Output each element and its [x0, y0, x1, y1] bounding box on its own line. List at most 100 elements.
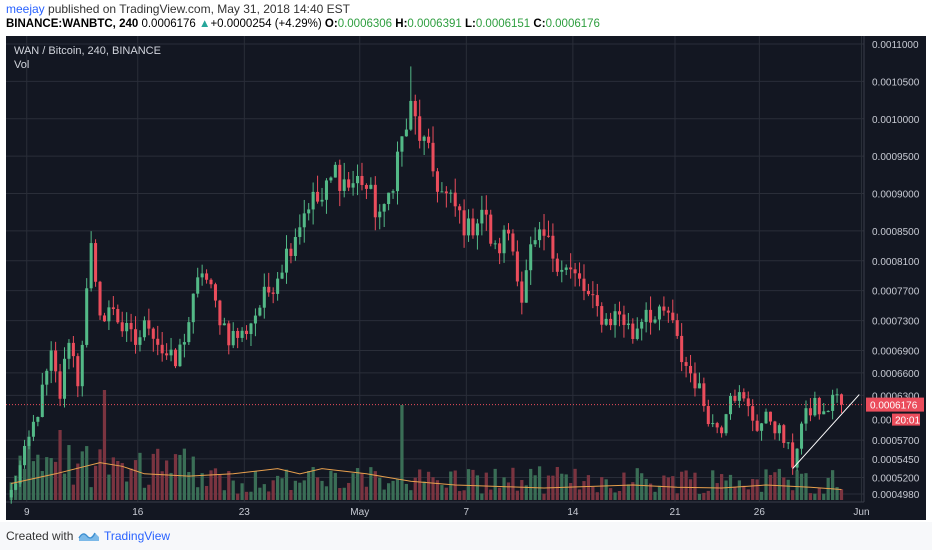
candle-body: [267, 286, 271, 293]
volume-bar: [613, 492, 617, 500]
open-label: O:: [324, 18, 338, 30]
volume-bar: [311, 467, 315, 500]
candle-body: [498, 243, 502, 254]
candle-body: [298, 227, 302, 237]
candle-body: [120, 322, 124, 332]
candle-body: [413, 100, 417, 117]
volume-bar: [22, 468, 27, 500]
candle-body: [422, 136, 426, 141]
candle-body: [31, 421, 35, 437]
candle-body: [116, 309, 120, 323]
candle-body: [262, 286, 266, 308]
candle-body: [600, 306, 604, 325]
low-label: L:: [464, 18, 476, 30]
candle-body: [684, 362, 688, 366]
volume-bar: [209, 470, 213, 500]
candle-body: [111, 307, 115, 310]
candle-body: [480, 209, 484, 224]
volume-bar: [151, 453, 155, 500]
candle-body: [324, 180, 328, 200]
y-tick-label: 0.0009000: [872, 190, 920, 201]
volume-bar: [715, 483, 719, 500]
volume-bar: [493, 468, 497, 500]
publisher-link[interactable]: meejay: [6, 2, 45, 16]
candle-body: [680, 335, 684, 363]
y-tick-label: 0.0008500: [872, 227, 920, 238]
candle-body: [245, 330, 249, 335]
candle-body: [489, 214, 493, 244]
volume-bar: [702, 492, 706, 500]
candle-body: [102, 315, 106, 322]
price-chart[interactable]: 0.0011000 0.0010500 0.0010000 0.0009500 0.00…: [6, 36, 926, 520]
candle-body: [542, 229, 546, 236]
candle-body: [173, 349, 178, 367]
volume-bar: [586, 475, 591, 500]
volume-bar: [355, 468, 360, 500]
y-tick-label: 0.0007300: [872, 317, 920, 328]
candle-body: [356, 175, 360, 184]
x-tick-label: 23: [239, 507, 251, 518]
volume-bar: [329, 470, 333, 500]
candle-body: [720, 427, 724, 434]
volume-bar: [395, 479, 400, 500]
volume-bar: [653, 491, 657, 500]
tradingview-brand-link[interactable]: TradingView: [104, 529, 171, 543]
volume-bar: [231, 480, 235, 500]
volume-bar: [648, 483, 653, 500]
volume-bar: [404, 483, 408, 500]
x-tick-label: 9: [24, 507, 30, 518]
close-value: 0.0006176: [545, 18, 600, 30]
low-value: 0.0006151: [475, 18, 531, 30]
volume-bar: [746, 489, 750, 500]
candle-body: [706, 406, 710, 425]
volume-bar: [169, 472, 173, 500]
candle-body: [249, 323, 253, 335]
chart-legend: WAN / Bitcoin, 240, BINANCE Vol: [14, 44, 161, 72]
candle-body: [755, 420, 759, 431]
candle-body: [85, 288, 89, 345]
candle-body: [573, 269, 577, 274]
candle-body: [711, 423, 715, 425]
candle-body: [435, 171, 439, 192]
volume-bar: [791, 490, 795, 500]
candle-body: [329, 177, 333, 181]
chart-area[interactable]: 0.0011000 0.0010500 0.0010000 0.0009500 0.00…: [6, 36, 926, 520]
volume-bar: [413, 477, 417, 500]
candle-body: [351, 183, 355, 188]
candle-body: [196, 277, 200, 294]
volume-bar: [569, 482, 573, 500]
candle-body: [205, 273, 209, 280]
candle-body: [98, 281, 102, 316]
volume-bar: [604, 479, 608, 500]
candle-body: [520, 281, 524, 303]
candle-body: [453, 192, 457, 207]
candle-body: [458, 206, 462, 211]
volume-bar: [502, 477, 506, 500]
candle-body: [134, 329, 138, 345]
volume-bar: [182, 448, 186, 500]
volume-bar: [293, 480, 297, 500]
candle-body: [511, 233, 515, 252]
y-tick-label-partial: 0.00: [872, 416, 892, 427]
footer: Created with TradingView: [0, 522, 932, 550]
candle-body: [764, 411, 768, 424]
published-text: published on TradingView.com, May 31, 20…: [44, 2, 350, 16]
volume-bar: [213, 468, 218, 500]
volume-bar: [67, 445, 71, 500]
y-tick-label: 0.0010500: [872, 77, 920, 88]
volume-bar: [49, 458, 53, 500]
volume-bar: [529, 468, 533, 500]
candle-body: [240, 330, 244, 338]
candle-body: [316, 191, 320, 202]
candle-body: [378, 211, 382, 218]
volume-bar: [320, 480, 324, 500]
volume-bar: [515, 490, 519, 500]
publish-header: meejay published on TradingView.com, May…: [0, 0, 932, 36]
volume-bar: [364, 486, 369, 500]
volume-bar: [342, 487, 346, 500]
candle-body: [449, 192, 453, 194]
candle-body: [760, 423, 764, 431]
volume-bar: [755, 479, 759, 500]
candle-body: [58, 371, 62, 399]
candle-body: [271, 292, 275, 294]
